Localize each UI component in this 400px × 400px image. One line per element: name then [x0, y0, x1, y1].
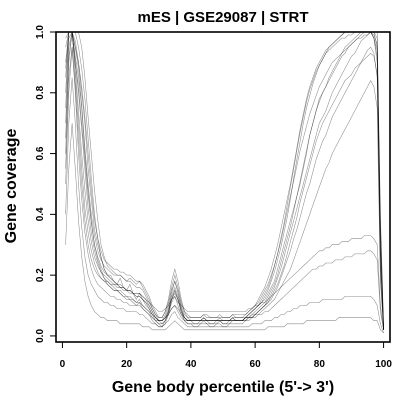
coverage-curves: [65, 31, 384, 334]
x-tick-label-1: 20: [121, 359, 133, 370]
y-axis: 0.0 0.2 0.4 0.6 0.8 1.0: [35, 25, 56, 343]
y-tick-label-4: 0.8: [35, 85, 46, 99]
coverage-curve-2: [65, 31, 384, 330]
coverage-curve-13: [65, 31, 384, 327]
coverage-curve-4: [65, 31, 384, 330]
y-tick-label-2: 0.4: [35, 207, 46, 221]
y-axis-label: Gene coverage: [3, 129, 20, 244]
x-axis-label: Gene body percentile (5'-> 3'): [112, 379, 334, 396]
coverage-curve-6: [65, 47, 384, 330]
coverage-curve-11: [65, 47, 384, 330]
coverage-curve-5: [65, 31, 384, 330]
coverage-curve-10: [65, 31, 384, 330]
y-tick-label-1: 0.2: [35, 268, 46, 282]
plot-frame: [55, 31, 391, 343]
coverage-curve-8: [65, 123, 384, 334]
chart-title: mES | GSE29087 | STRT: [138, 9, 309, 26]
coverage-curve-7: [65, 77, 384, 333]
x-tick-label-2: 40: [185, 359, 197, 370]
x-tick-label-4: 80: [314, 359, 326, 370]
x-axis: 0 20 40 60 80 100: [60, 342, 392, 370]
y-tick-label-5: 1.0: [35, 25, 46, 39]
coverage-curve-1: [65, 31, 384, 330]
coverage-curve-12: [65, 31, 384, 330]
coverage-curve-9: [65, 31, 384, 327]
y-tick-label-3: 0.6: [35, 146, 46, 160]
x-tick-label-0: 0: [60, 359, 66, 370]
y-tick-label-0: 0.0: [35, 329, 46, 343]
x-tick-label-3: 60: [250, 359, 262, 370]
coverage-curve-14: [65, 31, 384, 330]
x-tick-label-5: 100: [375, 359, 392, 370]
coverage-curve-3: [65, 31, 384, 330]
